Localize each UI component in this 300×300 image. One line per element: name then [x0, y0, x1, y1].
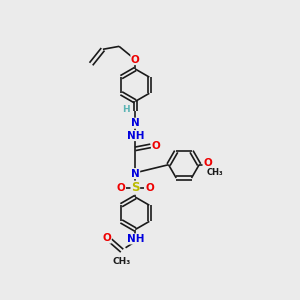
Text: H: H	[122, 105, 130, 114]
Text: CH₃: CH₃	[113, 256, 131, 266]
Text: NH: NH	[127, 130, 144, 141]
Text: CH₃: CH₃	[207, 168, 224, 177]
Text: N: N	[131, 118, 140, 128]
Text: O: O	[152, 141, 160, 151]
Text: O: O	[203, 158, 212, 168]
Text: O: O	[131, 55, 140, 64]
Text: O: O	[116, 183, 125, 193]
Text: O: O	[146, 183, 154, 193]
Text: N: N	[131, 169, 140, 178]
Text: O: O	[102, 233, 111, 243]
Text: S: S	[131, 181, 140, 194]
Text: NH: NH	[127, 234, 144, 244]
